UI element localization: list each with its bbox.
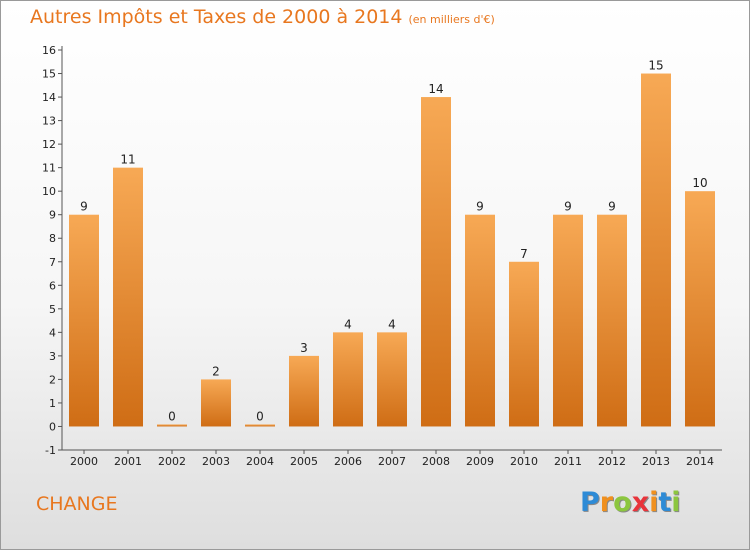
x-tick-label: 2004 bbox=[246, 455, 274, 468]
bar bbox=[245, 424, 275, 427]
y-tick-label: 16 bbox=[42, 44, 56, 57]
x-tick-label: 2002 bbox=[158, 455, 186, 468]
data-label: 9 bbox=[476, 200, 484, 214]
chart-unit-label: (en milliers d'€) bbox=[408, 13, 495, 26]
logo-letter: x bbox=[631, 487, 650, 518]
bar bbox=[465, 214, 495, 427]
x-tick-label: 2007 bbox=[378, 455, 406, 468]
bar bbox=[113, 167, 143, 427]
x-tick-label: 2011 bbox=[554, 455, 582, 468]
bar bbox=[289, 355, 319, 427]
x-tick-label: 2008 bbox=[422, 455, 450, 468]
bar bbox=[553, 214, 583, 427]
x-tick-label: 2014 bbox=[686, 455, 714, 468]
y-tick-label: 3 bbox=[49, 350, 56, 363]
chart-title-text: Autres Impôts et Taxes de 2000 à 2014 bbox=[30, 6, 403, 28]
bar bbox=[597, 214, 627, 427]
bar bbox=[641, 73, 671, 427]
logo-letter: t bbox=[658, 487, 672, 518]
data-label: 9 bbox=[564, 200, 572, 214]
y-tick-label: 0 bbox=[49, 420, 56, 433]
y-tick-label: 5 bbox=[49, 303, 56, 316]
data-label: 0 bbox=[256, 409, 264, 423]
data-label: 0 bbox=[168, 409, 176, 423]
data-label: 10 bbox=[692, 176, 707, 190]
location-label: CHANGE bbox=[36, 493, 118, 515]
data-label: 3 bbox=[300, 341, 308, 355]
x-tick-label: 2006 bbox=[334, 455, 362, 468]
bar bbox=[69, 214, 99, 427]
y-tick-label: 4 bbox=[49, 326, 56, 339]
data-label: 7 bbox=[520, 247, 528, 261]
y-tick-label: 14 bbox=[42, 91, 56, 104]
chart-title: Autres Impôts et Taxes de 2000 à 2014 (en… bbox=[30, 6, 495, 28]
data-label: 4 bbox=[344, 317, 352, 331]
x-tick-label: 2000 bbox=[70, 455, 98, 468]
x-tick-label: 2013 bbox=[642, 455, 670, 468]
x-tick-label: 2003 bbox=[202, 455, 230, 468]
data-label: 9 bbox=[80, 200, 88, 214]
bar bbox=[685, 191, 715, 427]
data-label: 14 bbox=[428, 82, 443, 96]
y-tick-label: 1 bbox=[49, 397, 56, 410]
bar bbox=[377, 332, 407, 427]
y-tick-label: 11 bbox=[42, 162, 56, 175]
y-tick-label: 7 bbox=[49, 256, 56, 269]
x-tick-label: 2012 bbox=[598, 455, 626, 468]
data-label: 2 bbox=[212, 364, 220, 378]
logo-letter: i bbox=[671, 487, 681, 518]
y-tick-label: -1 bbox=[45, 444, 56, 457]
y-tick-label: 15 bbox=[42, 68, 56, 81]
x-tick-label: 2005 bbox=[290, 455, 318, 468]
logo-letter: P bbox=[580, 487, 600, 518]
proxiti-logo: Proxiti bbox=[580, 487, 681, 518]
data-label: 15 bbox=[648, 59, 663, 73]
bar bbox=[421, 97, 451, 427]
bar bbox=[201, 379, 231, 427]
data-label: 11 bbox=[120, 153, 135, 167]
y-tick-label: 12 bbox=[42, 138, 56, 151]
y-tick-label: 13 bbox=[42, 115, 56, 128]
bar bbox=[157, 424, 187, 427]
x-tick-label: 2010 bbox=[510, 455, 538, 468]
y-tick-label: 9 bbox=[49, 209, 56, 222]
y-tick-label: 2 bbox=[49, 373, 56, 386]
data-label: 4 bbox=[388, 317, 396, 331]
y-tick-label: 10 bbox=[42, 185, 56, 198]
bar bbox=[333, 332, 363, 427]
x-tick-label: 2001 bbox=[114, 455, 142, 468]
bar bbox=[509, 261, 539, 427]
logo-letter: r bbox=[599, 487, 614, 518]
logo-letter: o bbox=[613, 487, 632, 518]
x-tick-label: 2009 bbox=[466, 455, 494, 468]
data-label: 9 bbox=[608, 200, 616, 214]
y-tick-label: 8 bbox=[49, 232, 56, 245]
logo-letter: i bbox=[649, 487, 659, 518]
y-tick-label: 6 bbox=[49, 279, 56, 292]
